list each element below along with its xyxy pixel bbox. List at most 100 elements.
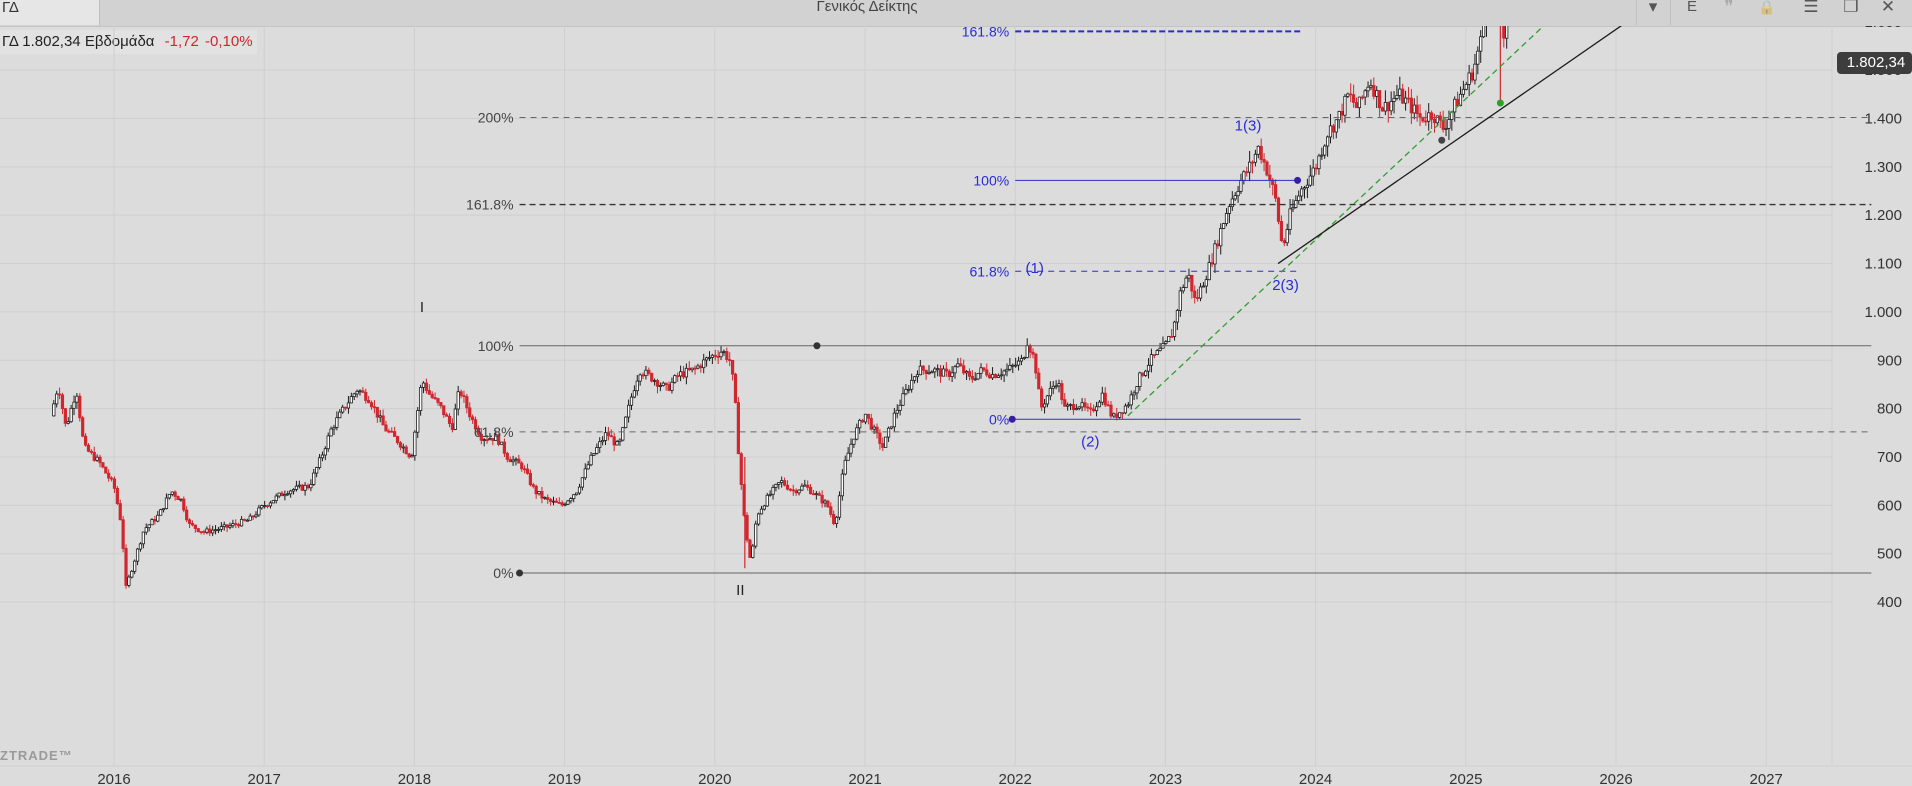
candle-down xyxy=(208,524,212,537)
candle-body xyxy=(473,419,478,430)
menu-icon[interactable]: ☰ xyxy=(1803,0,1819,16)
candle-up xyxy=(653,378,657,386)
candle-body xyxy=(315,467,319,474)
candle-up xyxy=(135,547,140,566)
candle-down xyxy=(970,370,974,383)
candle-body xyxy=(577,486,582,494)
candle-body xyxy=(1323,145,1327,156)
candle-body xyxy=(797,489,801,494)
candle-up xyxy=(598,437,602,454)
candle-down xyxy=(820,490,824,508)
candle-down xyxy=(251,515,255,521)
titlebar-divider xyxy=(1636,0,1637,25)
quote-icon[interactable]: ❞ xyxy=(1724,0,1734,16)
candle-down xyxy=(1265,160,1269,177)
candle-down xyxy=(982,367,986,372)
candle-down xyxy=(520,461,524,472)
candle-body xyxy=(199,531,203,533)
candle-body xyxy=(1242,171,1246,181)
tab-gd[interactable]: ΓΔ xyxy=(0,0,100,25)
candle-body xyxy=(670,381,674,391)
candle-down xyxy=(1245,166,1249,177)
candle-down xyxy=(199,531,203,535)
candle-up xyxy=(884,436,888,448)
candle-body xyxy=(1074,408,1078,411)
candle-up xyxy=(1337,110,1341,129)
candle-body xyxy=(1357,96,1361,109)
candle-up xyxy=(1395,84,1399,101)
restore-icon[interactable]: ❐ xyxy=(1843,0,1859,16)
candle-body xyxy=(242,518,247,521)
candle-up xyxy=(1042,398,1047,414)
candle-body xyxy=(1424,120,1428,123)
y-tick-label: 1.000 xyxy=(1864,304,1902,321)
candle-body xyxy=(1447,119,1451,129)
candle-body xyxy=(52,403,56,417)
candle-up xyxy=(205,526,209,535)
candle-up xyxy=(514,457,518,466)
lock-icon[interactable]: 🔒 xyxy=(1758,0,1776,15)
candle-body xyxy=(1193,290,1197,298)
candle-up xyxy=(213,525,218,535)
candle-up xyxy=(840,469,844,501)
candle-up xyxy=(1068,403,1073,411)
y-tick-label: 1.300 xyxy=(1864,159,1902,176)
candle-body xyxy=(1031,351,1035,355)
candle-down xyxy=(1415,95,1419,122)
candle-body xyxy=(1505,26,1509,39)
candle-body xyxy=(81,417,85,437)
candle-body xyxy=(860,419,865,423)
mode-button[interactable]: E xyxy=(1686,0,1697,15)
candle-body xyxy=(546,497,550,500)
candle-body xyxy=(834,516,839,524)
candle-body xyxy=(892,412,896,428)
candle-up xyxy=(670,377,674,394)
candle-body xyxy=(1239,180,1243,192)
candle-up xyxy=(456,385,460,416)
candle-body xyxy=(205,528,209,533)
candle-body xyxy=(852,438,856,445)
candle-body xyxy=(1383,102,1387,112)
candle-up xyxy=(837,491,842,521)
candle-down xyxy=(641,372,645,379)
candle-down xyxy=(1193,285,1197,304)
candle-down xyxy=(107,469,111,482)
candle-up xyxy=(1158,342,1162,352)
candle-down xyxy=(829,502,833,518)
candle-up xyxy=(843,455,847,476)
candle-body xyxy=(826,500,830,508)
wave-label: 2(3) xyxy=(1272,277,1299,294)
candle-body xyxy=(953,366,957,374)
candle-up xyxy=(583,463,587,481)
candle-down xyxy=(681,366,686,380)
price-chart[interactable]: 400 500 600 700 800 900 1.000 1.100 1.200 1.300 1.… xyxy=(0,26,1912,786)
candle-body xyxy=(185,509,189,521)
candle-body xyxy=(1349,93,1353,96)
candle-down xyxy=(1109,401,1113,419)
candle-body xyxy=(494,434,498,441)
x-tick-label: 2024 xyxy=(1299,771,1332,786)
candle-body xyxy=(976,372,980,380)
candle-up xyxy=(1005,363,1009,377)
candle-down xyxy=(242,518,247,522)
candle-up xyxy=(569,497,573,504)
candle-body xyxy=(1337,111,1341,121)
close-icon[interactable]: ✕ xyxy=(1880,0,1896,16)
candle-body xyxy=(404,446,408,455)
candle-up xyxy=(1297,190,1301,205)
candle-up xyxy=(1389,91,1393,116)
titlebar-divider xyxy=(1670,0,1671,25)
candle-body xyxy=(112,478,117,489)
candle-down xyxy=(540,486,544,504)
candle-body xyxy=(1002,370,1006,376)
chevron-down-icon[interactable]: ▾ xyxy=(1648,0,1658,16)
candle-body xyxy=(1479,36,1483,52)
candle-body xyxy=(1464,84,1468,90)
candle-down xyxy=(182,496,186,513)
fib-left-label: 61.8% xyxy=(474,424,514,440)
candle-body xyxy=(1094,406,1099,412)
candle-body xyxy=(263,505,267,507)
candle-body xyxy=(930,371,934,374)
candle-body xyxy=(635,380,639,392)
candle-body xyxy=(1190,274,1194,292)
